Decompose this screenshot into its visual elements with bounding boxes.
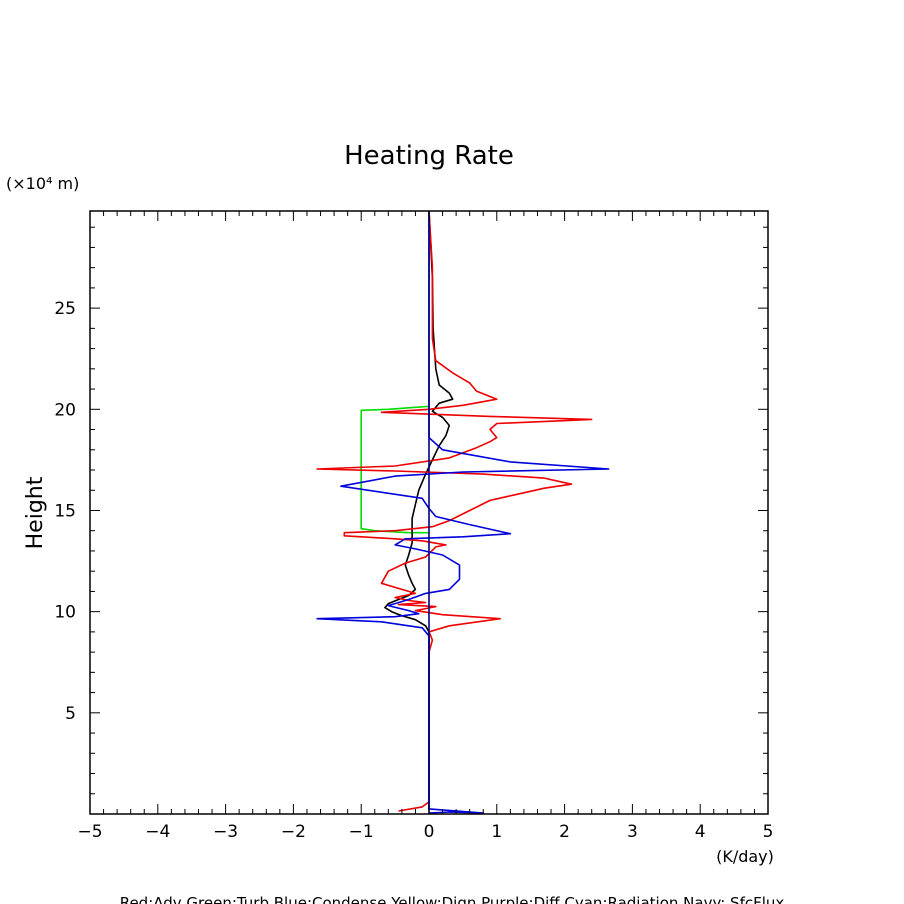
x-tick-label: 1 — [491, 822, 502, 842]
y-unit-label: (×10⁴ m) — [6, 174, 79, 193]
x-tick-label: 4 — [695, 822, 706, 842]
x-axis-label: (K/day) — [716, 847, 774, 866]
series-line-adv — [316, 210, 593, 812]
y-tick-label: 10 — [54, 603, 76, 623]
y-tick-label: 20 — [54, 400, 76, 420]
plot-frame — [89, 210, 769, 815]
y-tick-label: 5 — [65, 704, 76, 724]
y-tick-label: 25 — [54, 299, 76, 319]
footer-legend: Red:Adv Green:Turb Blue:Condense Yellow:… — [120, 894, 785, 904]
series-line-radiation — [384, 210, 454, 810]
x-tick-label: 3 — [627, 822, 638, 842]
x-tick-label: 0 — [424, 822, 435, 842]
chart-title: Heating Rate — [344, 141, 514, 171]
x-tick-label: −1 — [349, 822, 374, 842]
x-tick-label: −4 — [145, 822, 170, 842]
x-tick-label: −3 — [213, 822, 238, 842]
y-axis-label: Height — [23, 476, 48, 549]
x-tick-label: 2 — [559, 822, 570, 842]
series-line-turb — [360, 405, 430, 534]
series-layer — [316, 210, 610, 814]
x-tick-label: 5 — [763, 822, 774, 842]
x-tick-label: −2 — [281, 822, 306, 842]
axes-layer: −5 −4 −3 −2 −1 0 1 2 3 4 5 5 10 15 20 25 — [54, 211, 773, 842]
y-tick-label: 15 — [54, 501, 76, 521]
x-tick-label: −5 — [77, 822, 102, 842]
